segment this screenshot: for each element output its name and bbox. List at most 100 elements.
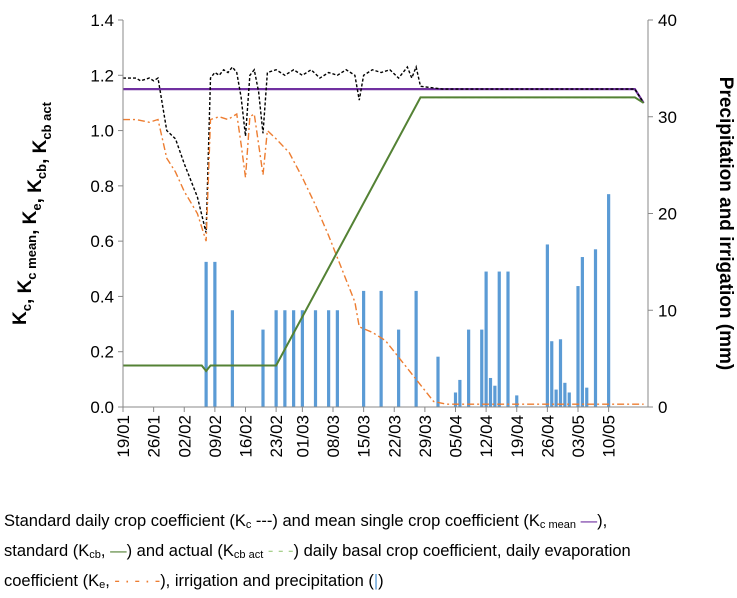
bar — [607, 194, 611, 407]
caption-text: , — [100, 542, 111, 560]
x-tick-label: 03/05 — [569, 415, 588, 458]
x-tick-label: 19/04 — [508, 415, 527, 458]
bar — [515, 395, 519, 407]
y-axis-label: Kc, Kc mean, Ke, Kcb, Kcb act — [10, 101, 54, 325]
bar — [493, 385, 497, 407]
bar — [300, 310, 304, 407]
caption-sub: c mean — [539, 519, 576, 531]
bar — [362, 290, 366, 407]
y-tick-label: 0.6 — [90, 232, 114, 251]
caption-line: coefficient (Ke, - · - · -), irrigation … — [4, 568, 737, 598]
y-label-sub: e — [29, 203, 44, 210]
caption-text: ), irrigation and precipitation ( — [160, 572, 374, 590]
bar — [327, 310, 331, 407]
bar — [414, 290, 418, 407]
x-tick-label: 05/04 — [447, 415, 466, 458]
x-tick-label: 26/04 — [538, 415, 557, 458]
bar — [593, 249, 598, 407]
legend-symbol: — — [110, 542, 127, 560]
bar — [576, 286, 580, 407]
bar — [580, 257, 584, 407]
bar — [379, 290, 383, 407]
bar — [283, 310, 287, 407]
caption-line: standard (Kcb, —) and actual (Kcb act - … — [4, 538, 737, 568]
line — [123, 96, 645, 373]
caption-text: ) daily basal crop coefficient, daily ev… — [293, 542, 631, 560]
x-tick-label: 01/03 — [293, 415, 312, 458]
bar — [554, 389, 558, 407]
y-tick-label: 0.4 — [90, 287, 114, 306]
y2-tick-label: 20 — [658, 205, 677, 224]
y2-tick-label: 0 — [658, 398, 667, 417]
caption-text: , — [105, 572, 115, 590]
legend-symbol: - · - · - — [114, 572, 161, 590]
caption-text: standard (K — [4, 542, 90, 560]
x-tick-label: 10/05 — [600, 415, 619, 458]
bar — [563, 382, 567, 407]
caption-sub: cb — [89, 549, 101, 561]
bar — [335, 310, 339, 407]
x-tick-label: 09/02 — [206, 415, 225, 458]
y-tick-label: 0.8 — [90, 177, 114, 196]
x-tick-label: 16/02 — [237, 415, 256, 458]
legend-symbol: - - - — [267, 542, 294, 560]
y-tick-label: 0.2 — [90, 343, 114, 362]
y-label-part: K — [10, 311, 31, 325]
bar — [480, 329, 484, 407]
y-label-sub: cb — [34, 164, 49, 179]
caption-text: ---) and mean single crop coefficient (K — [251, 512, 540, 530]
bar — [497, 271, 501, 407]
bar — [467, 329, 471, 407]
bar — [313, 310, 318, 407]
bar — [230, 310, 234, 407]
caption-text: ), — [597, 512, 608, 530]
x-tick-label: 29/03 — [416, 415, 435, 458]
bar — [506, 271, 510, 407]
y-tick-label: 1.0 — [90, 122, 114, 141]
y-tick-label: 1.4 — [90, 11, 114, 30]
y-label-part: , K — [20, 210, 41, 235]
y-label-part: , K — [30, 139, 51, 164]
legend-symbol: | — [373, 572, 379, 590]
caption: Standard daily crop coefficient (Kc ---)… — [4, 508, 737, 598]
caption-text: Standard daily crop coefficient (K — [4, 512, 246, 530]
line — [123, 96, 645, 373]
bar — [436, 356, 440, 407]
line — [123, 88, 645, 104]
bar — [488, 377, 493, 407]
y2-tick-label: 10 — [658, 301, 677, 320]
y-label-sub: c — [19, 304, 34, 311]
line — [123, 64, 645, 234]
y2-axis-label: Precipitation and irrigation (mm) — [715, 77, 736, 370]
caption-text: coefficient (K — [4, 572, 100, 590]
y-tick-label: 0.0 — [90, 398, 114, 417]
x-tick-label: 12/04 — [477, 415, 496, 458]
bar — [213, 261, 217, 407]
bar — [397, 329, 401, 407]
y-label-part: , K — [15, 279, 36, 304]
y-label-sub: cb act — [39, 101, 54, 139]
bar — [292, 310, 296, 407]
y-label-sub: c mean — [24, 235, 39, 280]
bar — [453, 392, 458, 407]
chart: 0.0 0.2 0.4 0.6 0.8 1.0 1.2 1.4 0 10 20 30 40 19/01 26… — [10, 11, 736, 458]
x-tick-label: 02/02 — [175, 415, 194, 458]
line — [123, 112, 644, 405]
legend-symbol: — — [580, 512, 598, 530]
x-tick-label: 23/02 — [267, 415, 286, 458]
bar — [261, 329, 265, 407]
bar — [585, 387, 589, 407]
caption-text: ) — [378, 572, 384, 590]
caption-sub: e — [99, 579, 106, 591]
caption-text: ) and actual (K — [126, 542, 234, 560]
x-tick-label: 08/03 — [324, 415, 343, 458]
x-tick-label: 19/01 — [114, 415, 133, 458]
y2-tick-label: 30 — [658, 108, 677, 127]
bar — [204, 261, 208, 407]
caption-sub: cb act — [233, 549, 264, 561]
bar — [567, 392, 571, 407]
x-tick-label: 15/03 — [355, 415, 374, 458]
bar — [550, 341, 554, 407]
bar — [558, 339, 563, 407]
